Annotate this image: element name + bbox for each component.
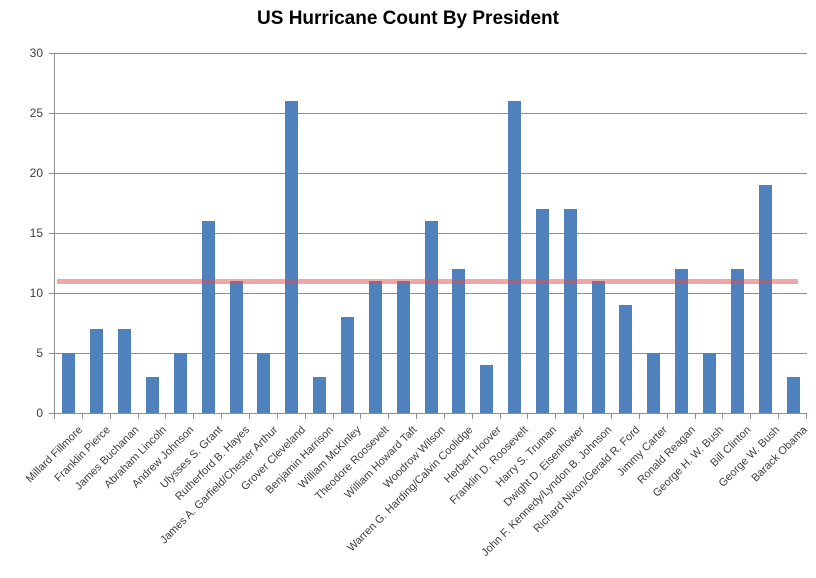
bar [647,353,660,413]
x-tick-mark [54,414,55,419]
bar [536,209,549,413]
y-axis-tick-label: 25 [29,106,43,120]
bar [452,269,465,413]
bar [480,365,493,413]
y-axis-tick-label: 20 [29,166,43,180]
bar [202,221,215,413]
y-tick-mark [49,293,54,294]
chart-title: US Hurricane Count By President [257,8,559,29]
y-tick-mark [49,173,54,174]
x-tick-mark [82,414,83,419]
bar [425,221,438,413]
bar [592,281,605,413]
bar [508,101,521,413]
bar [230,281,243,413]
y-axis-tick-label: 30 [29,46,43,60]
y-tick-mark [49,113,54,114]
x-tick-mark [639,414,640,419]
x-tick-mark [667,414,668,419]
y-tick-mark [49,413,54,414]
bar [62,353,75,413]
x-tick-mark [333,414,334,419]
gridline [55,173,807,174]
bar [619,305,632,413]
x-tick-mark [388,414,389,419]
bar [257,353,270,413]
x-tick-mark [472,414,473,419]
x-tick-mark [527,414,528,419]
x-tick-mark [138,414,139,419]
bar [313,377,326,413]
gridline [55,53,807,54]
y-axis-tick-label: 0 [36,406,43,420]
bar [564,209,577,413]
bar [675,269,688,413]
x-tick-mark [500,414,501,419]
x-tick-mark [221,414,222,419]
x-tick-mark [722,414,723,419]
x-tick-mark [806,414,807,419]
y-tick-mark [49,53,54,54]
bar [285,101,298,413]
bar [341,317,354,413]
x-tick-mark [778,414,779,419]
average-line [57,278,798,284]
y-tick-mark [49,233,54,234]
x-tick-mark [193,414,194,419]
x-tick-mark [165,414,166,419]
x-tick-mark [444,414,445,419]
bar [397,281,410,413]
bar [369,281,382,413]
x-tick-mark [750,414,751,419]
bar [731,269,744,413]
x-tick-mark [305,414,306,419]
x-tick-mark [583,414,584,419]
bar [146,377,159,413]
plot-area [54,53,807,414]
x-tick-mark [611,414,612,419]
y-axis-tick-label: 10 [29,286,43,300]
y-axis-tick-label: 15 [29,226,43,240]
bar [703,353,716,413]
bar [787,377,800,413]
x-tick-mark [695,414,696,419]
x-tick-mark [555,414,556,419]
bar [174,353,187,413]
x-tick-mark [249,414,250,419]
x-tick-mark [416,414,417,419]
x-tick-mark [110,414,111,419]
y-tick-mark [49,353,54,354]
bar [90,329,103,413]
bar [118,329,131,413]
x-tick-mark [360,414,361,419]
bar [759,185,772,413]
gridline [55,113,807,114]
x-tick-mark [277,414,278,419]
y-axis-tick-label: 5 [36,346,43,360]
